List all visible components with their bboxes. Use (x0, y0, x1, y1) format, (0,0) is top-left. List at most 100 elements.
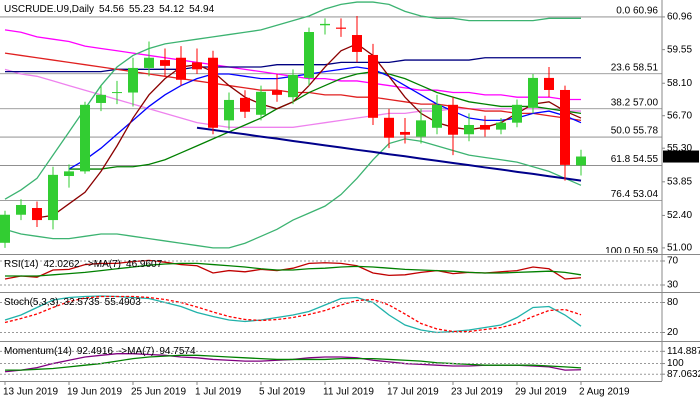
header-part: USCRUDE.U9,Daily (4, 4, 94, 15)
indicator-line (5, 57, 581, 73)
x-tick-label: 5 Jul 2019 (259, 387, 306, 398)
current-price-box (663, 150, 699, 163)
y-tick-label: 80 (667, 297, 679, 308)
y-tick-label: 51.00 (667, 243, 692, 254)
header-part: 42.0262 (43, 259, 80, 270)
header-part: 54.12 (159, 4, 184, 15)
header-part: 32.5735 (63, 297, 100, 308)
candle-body (48, 174, 58, 221)
candle-body (0, 214, 10, 243)
candle-body (144, 57, 154, 68)
header-part: 94.7574 (159, 346, 196, 357)
panel (4, 259, 582, 280)
candle-body (480, 124, 490, 130)
candle-body (400, 131, 410, 135)
header-part: Momentum(14) (4, 346, 72, 357)
indicator-line (4, 295, 582, 333)
header-part: Stoch(5,3,3) (4, 297, 58, 308)
current-price-label: 54.94 (666, 151, 691, 162)
y-tick-label: 59.55 (667, 44, 692, 55)
x-tick-label: 19 Jun 2019 (67, 387, 122, 398)
candle-body (336, 27, 346, 29)
candle-body (64, 171, 74, 177)
candle-body (304, 32, 314, 78)
x-tick-label: 13 Jun 2019 (3, 387, 58, 398)
fib-label: 38.2 57.00 (611, 97, 659, 108)
candle-body (16, 204, 26, 215)
header-part: 54.56 (99, 4, 124, 15)
header-part: 55.4903 (105, 297, 142, 308)
y-tick-label: 30 (667, 280, 679, 291)
y-tick-label: 114.887 (667, 346, 700, 357)
y-tick-label: 87.0632 (667, 369, 700, 380)
candle-body (528, 77, 538, 108)
y-tick-label: 70 (667, 256, 679, 267)
candle-body (576, 156, 586, 166)
candle-body (256, 91, 266, 115)
candle-body (560, 89, 570, 165)
fib-label: 61.8 54.55 (611, 154, 659, 165)
candle-body (176, 57, 186, 80)
y-tick-label: 55.30 (667, 143, 692, 154)
x-tick-label: 1 Jul 2019 (195, 387, 242, 398)
candle-body (544, 77, 554, 90)
x-tick-label: 17 Jul 2019 (387, 387, 439, 398)
y-tick-label: 56.70 (667, 110, 692, 121)
candle-body (416, 120, 426, 137)
fib-label: 100.0 50.59 (605, 246, 658, 257)
y-tick-label: 53.85 (667, 176, 692, 187)
indicator-line (4, 295, 582, 334)
panel-header: Stoch(5,3,3) 32.5735 55.4903 (4, 297, 141, 308)
candle-body (496, 122, 506, 130)
y-tick-label: 52.40 (667, 210, 692, 221)
candle-body (320, 23, 330, 26)
panel: 0.0 60.96 23.6 58.51 38.2 57.00 50.0 55.78 6… (0, 1, 662, 257)
fib-label: 50.0 55.78 (611, 126, 659, 137)
candle-body (80, 104, 90, 172)
candle-body (128, 67, 138, 93)
y-tick-label: 100 (667, 358, 684, 369)
indicator-line (69, 70, 582, 170)
candle-body (464, 124, 474, 135)
candle-body (288, 74, 298, 98)
candle-body (432, 104, 442, 128)
candle-body (352, 35, 362, 52)
candle-body (448, 104, 458, 135)
candle-body (224, 99, 234, 121)
header-part: 92.4916 (77, 346, 114, 357)
header-part: ->MA(7) (118, 346, 154, 357)
candle-body (96, 94, 106, 103)
candle-body (384, 117, 394, 138)
fib-label: 76.4 53.04 (611, 189, 659, 200)
indicator-line (68, 66, 582, 170)
header-part: 54.94 (189, 4, 214, 15)
candle-body (112, 92, 122, 94)
header-part: 46.9607 (126, 259, 163, 270)
candle-body (208, 57, 218, 128)
candle-body (272, 90, 282, 95)
x-tick-label: 11 Jul 2019 (323, 387, 374, 398)
panel-header: USCRUDE.U9,Daily 54.56 55.23 54.12 54.94 (4, 4, 215, 15)
fib-label: 23.6 58.51 (611, 62, 659, 73)
candle-body (368, 54, 378, 118)
candle-body (512, 104, 522, 123)
y-tick-label: 60.96 (667, 12, 692, 23)
y-tick-label: 58.10 (667, 78, 692, 89)
candle-body (32, 208, 42, 221)
y-tick-label: 20 (667, 327, 679, 338)
candle-body (240, 97, 250, 112)
candle-body (160, 60, 170, 66)
panel-header: RSI(14) 42.0262 ->MA(7) 46.9607 (4, 259, 163, 270)
panel-header: Momentum(14) 92.4916 ->MA(7) 94.7574 (4, 346, 196, 357)
candle-body (192, 62, 202, 70)
header-part: RSI(14) (4, 259, 38, 270)
panel (4, 295, 582, 334)
x-tick-label: 2 Aug 2019 (579, 387, 630, 398)
x-tick-label: 29 Jul 2019 (515, 387, 567, 398)
fib-label: 0.0 60.96 (616, 6, 658, 17)
trendline (196, 126, 582, 182)
header-part: 55.23 (129, 4, 154, 15)
